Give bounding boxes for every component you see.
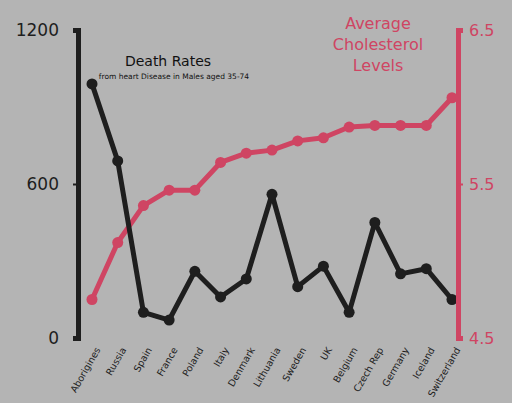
data-point	[215, 291, 226, 302]
tick: Sweden	[280, 344, 308, 383]
tick: Belgium	[331, 344, 360, 384]
series-line	[92, 98, 452, 300]
tick-label: 1200	[16, 20, 59, 40]
y2-axis: 4.5 5.5 6.5	[458, 21, 494, 348]
tick: Aborigines	[68, 344, 103, 394]
data-point	[241, 273, 252, 284]
tick: 600	[27, 174, 78, 194]
data-point	[292, 135, 303, 146]
data-point	[395, 268, 406, 279]
data-point	[318, 132, 329, 143]
tick-label: Sweden	[280, 345, 308, 383]
tick-label: Belgium	[331, 345, 360, 384]
plot-area	[87, 78, 458, 325]
tick-label: France	[154, 345, 179, 378]
tick: 4.5	[458, 329, 494, 348]
tick-label: 4.5	[469, 329, 494, 348]
tick-mark	[73, 30, 78, 32]
tick-label: 5.5	[469, 175, 494, 194]
data-point	[395, 120, 406, 131]
data-point	[164, 315, 175, 326]
tick-mark	[73, 184, 78, 186]
tick-label: Lithuania	[251, 345, 283, 389]
labels: Death Rates from heart Disease in Males a…	[99, 14, 423, 81]
tick: Iceland	[410, 344, 437, 380]
tick-label: Italy	[211, 345, 231, 369]
tick: 6.5	[458, 21, 494, 40]
tick: France	[154, 344, 179, 378]
tick-label: Spain	[131, 345, 154, 373]
tick: Russia	[103, 344, 128, 377]
tick: Spain	[131, 344, 154, 374]
tick: UK	[318, 344, 335, 362]
data-point	[112, 155, 123, 166]
tick-label: Iceland	[410, 345, 437, 380]
data-point	[318, 261, 329, 272]
tick: Switzerland	[425, 344, 462, 399]
tick-label: Aborigines	[68, 345, 103, 394]
data-point	[421, 263, 432, 274]
series-line	[92, 84, 452, 320]
data-point	[112, 237, 123, 248]
background	[0, 0, 512, 403]
data-point	[164, 185, 175, 196]
data-point	[87, 78, 98, 89]
data-point	[421, 120, 432, 131]
data-point	[344, 122, 355, 133]
tick-label: 600	[27, 174, 59, 194]
tick: Italy	[211, 344, 231, 369]
tick-label: Russia	[103, 345, 128, 377]
tick-label: 6.5	[469, 21, 494, 40]
tick: Czech Rep	[351, 344, 385, 394]
tick-mark	[73, 338, 78, 340]
tick: 1200	[16, 20, 78, 40]
annotation: from heart Disease in Males aged 35-74	[99, 72, 250, 81]
tick-mark	[458, 338, 463, 340]
data-point	[138, 200, 149, 211]
data-point	[267, 145, 278, 156]
data-point	[447, 92, 458, 103]
tick-label: UK	[318, 344, 335, 362]
y-axis: 0 600 1200	[16, 20, 79, 348]
data-point	[189, 185, 200, 196]
series-label: Death Rates	[125, 53, 211, 69]
data-point	[267, 189, 278, 200]
data-point	[215, 157, 226, 168]
tick: Lithuania	[251, 344, 283, 389]
tick-label: Switzerland	[425, 345, 462, 398]
series-label: AverageCholesterolLevels	[333, 14, 423, 75]
tick: Poland	[180, 344, 205, 378]
tick-label: 0	[48, 328, 59, 348]
data-point	[241, 148, 252, 159]
tick: Germany	[380, 344, 412, 388]
data-point	[292, 281, 303, 292]
x-axis: AboriginesRussiaSpainFrancePolandItalyDe…	[68, 344, 463, 399]
data-point	[138, 307, 149, 318]
data-point	[369, 120, 380, 131]
data-point	[87, 294, 98, 305]
chart: 0 600 1200 4.5 5.5 6.5 AboriginesRussiaSpainFr…	[0, 0, 512, 403]
tick-label: Czech Rep	[351, 345, 385, 394]
tick-label: Germany	[380, 345, 412, 389]
tick: 5.5	[458, 175, 494, 194]
tick: 0	[48, 328, 78, 348]
tick-label: Poland	[180, 345, 205, 378]
axis-line	[73, 31, 79, 339]
data-point	[344, 307, 355, 318]
data-point	[189, 266, 200, 277]
tick-mark	[458, 30, 463, 32]
data-point	[369, 217, 380, 228]
tick-mark	[458, 184, 463, 186]
data-point	[447, 294, 458, 305]
axis-line	[459, 31, 464, 339]
